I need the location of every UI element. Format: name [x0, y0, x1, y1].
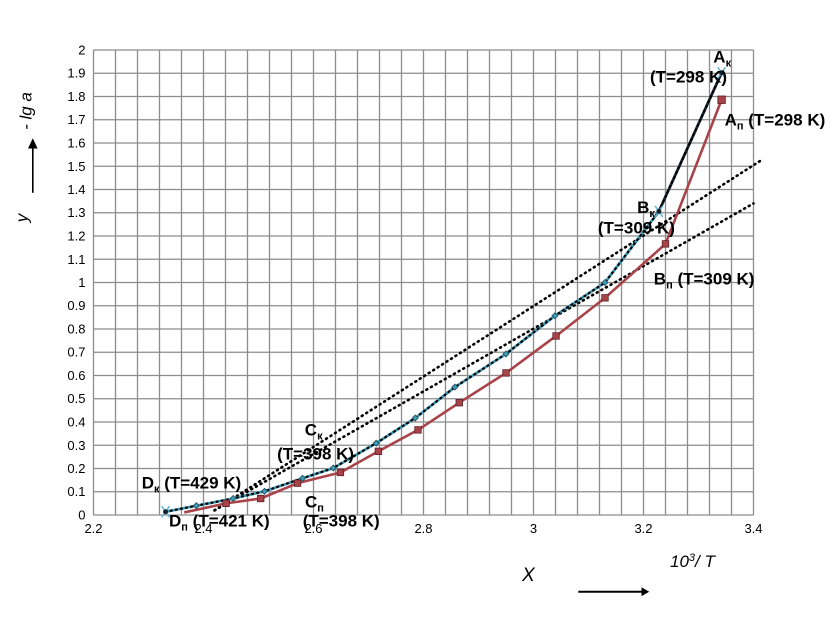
svg-text:- lg a: - lg a: [17, 92, 36, 130]
svg-text:1.3: 1.3: [67, 205, 85, 220]
svg-text:1.6: 1.6: [67, 136, 85, 151]
svg-text:Aк: Aк: [713, 47, 731, 69]
svg-text:(T=398 K): (T=398 K): [303, 512, 380, 531]
svg-text:1.7: 1.7: [67, 112, 85, 127]
svg-text:1: 1: [78, 275, 85, 290]
svg-text:3: 3: [530, 521, 537, 536]
svg-text:3.4: 3.4: [744, 521, 762, 536]
svg-text:Dк (T=429 K): Dк (T=429 K): [142, 474, 242, 496]
svg-text:1.5: 1.5: [67, 159, 85, 174]
svg-text:1.2: 1.2: [67, 229, 85, 244]
svg-text:y: y: [12, 212, 31, 223]
svg-text:2: 2: [78, 43, 85, 58]
svg-text:Aп (T=298 K): Aп (T=298 K): [725, 111, 826, 133]
svg-text:0.4: 0.4: [67, 415, 85, 430]
svg-text:(T=398 K): (T=398 K): [277, 445, 354, 464]
svg-text:Cк: Cк: [305, 420, 323, 442]
svg-text:0.6: 0.6: [67, 368, 85, 383]
svg-text:0.8: 0.8: [67, 322, 85, 337]
svg-text:Bк: Bк: [637, 198, 655, 220]
svg-text:1.9: 1.9: [67, 66, 85, 81]
svg-text:0.1: 0.1: [67, 484, 85, 499]
svg-text:0.5: 0.5: [67, 391, 85, 406]
svg-text:1.8: 1.8: [67, 89, 85, 104]
svg-text:(T=309 K): (T=309 K): [598, 218, 675, 237]
svg-text:1.1: 1.1: [67, 252, 85, 267]
svg-text:X: X: [521, 565, 536, 586]
svg-text:2.8: 2.8: [414, 521, 432, 536]
svg-text:0.9: 0.9: [67, 298, 85, 313]
svg-text:0.3: 0.3: [67, 438, 85, 453]
svg-text:3.2: 3.2: [634, 521, 652, 536]
svg-text:(T=298 K): (T=298 K): [650, 68, 727, 87]
svg-text:0.7: 0.7: [67, 345, 85, 360]
svg-text:2.2: 2.2: [84, 521, 102, 536]
svg-text:1.4: 1.4: [67, 182, 85, 197]
svg-text:103/ T: 103/ T: [670, 552, 716, 571]
svg-text:Bп (T=309 K): Bп (T=309 K): [654, 270, 755, 292]
svg-text:0.2: 0.2: [67, 461, 85, 476]
